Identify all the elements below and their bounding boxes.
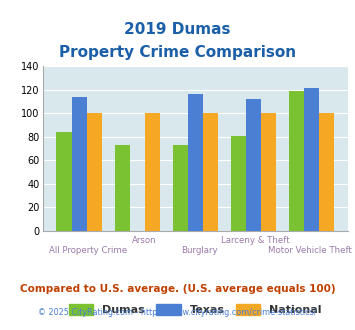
Bar [289,91,304,231]
Text: 2019 Dumas: 2019 Dumas [124,22,231,37]
Text: © 2025 CityRating.com - https://www.cityrating.com/crime-statistics/: © 2025 CityRating.com - https://www.city… [38,308,317,317]
Bar [246,99,261,231]
Bar [188,94,203,231]
Bar [261,113,276,231]
Bar [231,136,246,231]
Text: Property Crime Comparison: Property Crime Comparison [59,45,296,60]
Text: Arson: Arson [132,236,156,245]
Bar [72,97,87,231]
Bar [304,88,319,231]
Text: All Property Crime: All Property Crime [49,246,127,255]
Bar [203,113,218,231]
Bar [115,145,130,231]
Bar [319,113,334,231]
Text: Compared to U.S. average. (U.S. average equals 100): Compared to U.S. average. (U.S. average … [20,284,335,294]
Bar [56,132,72,231]
Text: Motor Vehicle Theft: Motor Vehicle Theft [268,246,353,255]
Bar [87,113,102,231]
Text: Burglary: Burglary [181,246,218,255]
Bar [173,145,188,231]
Bar [145,113,160,231]
Legend: Dumas, Texas, National: Dumas, Texas, National [65,299,326,319]
Text: Larceny & Theft: Larceny & Theft [220,236,289,245]
